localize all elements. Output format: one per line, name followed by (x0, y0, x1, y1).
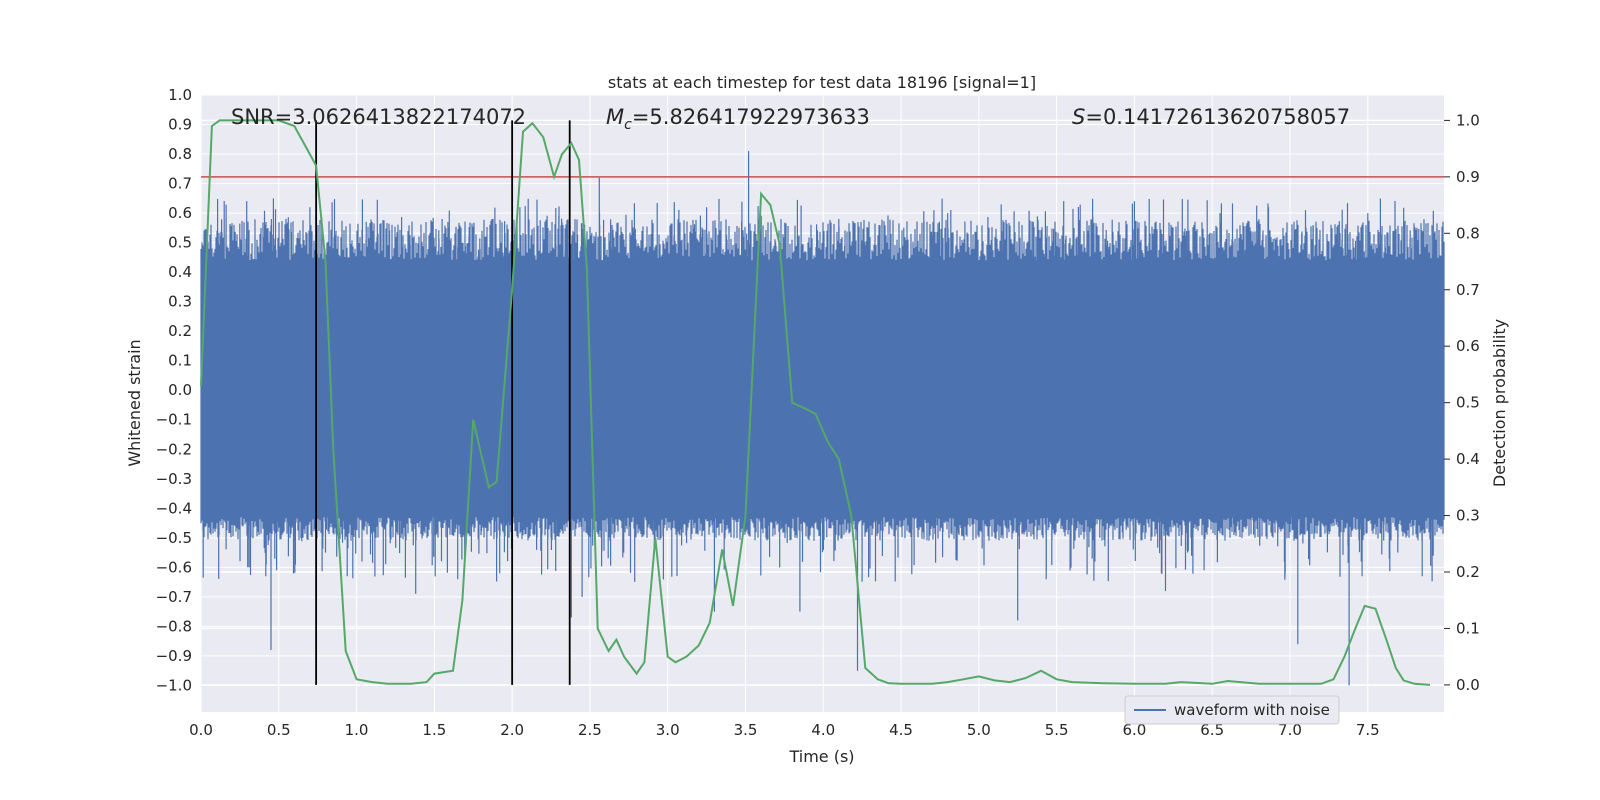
y-right-tick-label: 0.5 (1456, 394, 1480, 412)
y-left-axis-label: Whitened strain (125, 339, 144, 466)
y-left-axis-ticks: 1.0 0.9 0.8 0.7 0.6 0.5 0.4 0.3 0.2 0.1 0.0 −0.1 −0.… (156, 86, 192, 694)
legend-box (1124, 695, 1340, 725)
y-right-tick-label: 0.9 (1456, 168, 1480, 186)
s-value: =0.14172613620758057 (1085, 105, 1350, 129)
probability-series (200, 119, 1431, 686)
y-left-tick-label: −0.9 (156, 647, 192, 665)
x-tick-label: 1.5 (422, 721, 446, 739)
x-tick-label: 0.5 (267, 721, 291, 739)
y-left-tick-label: 0.2 (168, 322, 192, 340)
waveform-line (200, 151, 1445, 686)
x-tick-label: 5.5 (1045, 721, 1069, 739)
y-left-tick-label: −0.1 (156, 411, 192, 429)
y-left-tick-label: 0.9 (168, 116, 192, 134)
y-left-tick-label: 0.5 (168, 234, 192, 252)
y-right-tick-label: 0.0 (1456, 676, 1480, 694)
y-left-tick-label: −1.0 (156, 676, 192, 694)
y-left-tick-label: −0.7 (156, 588, 192, 606)
x-tick-label: 7.0 (1278, 721, 1302, 739)
y-right-tick-label: 0.8 (1456, 224, 1480, 242)
x-tick-label: 6.0 (1122, 721, 1146, 739)
x-axis-label: Time (s) (788, 747, 854, 766)
y-left-tick-label: 0.7 (168, 175, 192, 193)
y-left-tick-label: −0.4 (156, 499, 192, 517)
x-tick-label: 5.0 (967, 721, 991, 739)
y-left-tick-label: 0.1 (168, 352, 192, 370)
chart-title: stats at each timestep for test data 181… (608, 73, 1036, 92)
x-tick-label: 2.5 (578, 721, 602, 739)
y-right-tick-label: 1.0 (1456, 111, 1480, 129)
x-tick-label: 7.5 (1356, 721, 1380, 739)
probability-line (200, 119, 1431, 686)
y-left-tick-label: 0.0 (168, 381, 192, 399)
y-left-tick-label: −0.6 (156, 558, 192, 576)
y-left-tick-label: −0.2 (156, 440, 192, 458)
y-left-tick-label: 0.3 (168, 293, 192, 311)
y-right-tick-label: 0.3 (1456, 507, 1480, 525)
x-tick-label: 6.5 (1200, 721, 1224, 739)
y-left-tick-label: 0.6 (168, 204, 192, 222)
x-tick-label: 3.5 (734, 721, 758, 739)
y-left-tick-label: −0.3 (156, 470, 192, 488)
y-right-tick-label: 0.4 (1456, 450, 1480, 468)
y-left-tick-label: 0.8 (168, 145, 192, 163)
y-right-tick-label: 0.1 (1456, 619, 1480, 637)
x-tick-label: 4.5 (889, 721, 913, 739)
y-right-tick-label: 0.6 (1456, 337, 1480, 355)
legend-label: waveform with noise (1174, 701, 1330, 719)
chirp-mass-value: =5.826417922973633 (632, 105, 870, 129)
x-tick-label: 2.0 (500, 721, 524, 739)
vertical-markers (315, 120, 571, 685)
y-left-tick-label: 1.0 (168, 86, 192, 104)
y-left-tick-label: 0.4 (168, 263, 192, 281)
y-right-tick-label: 0.7 (1456, 281, 1480, 299)
y-right-tick-label: 0.2 (1456, 563, 1480, 581)
x-tick-label: 1.0 (345, 721, 369, 739)
waveform-series (200, 151, 1445, 686)
chirp-mass-annotation: Mc=5.826417922973633 (606, 105, 870, 133)
x-tick-label: 4.0 (811, 721, 835, 739)
s-annotation: S=0.14172613620758057 (1072, 105, 1350, 129)
y-right-axis-ticks: 1.0 0.9 0.8 0.7 0.6 0.5 0.4 0.3 0.2 0.1 0.0 (1444, 111, 1480, 694)
snr-annotation: SNR=3.0626413822174072 (231, 105, 526, 129)
x-tick-label: 3.0 (656, 721, 680, 739)
x-axis-ticks: 0.0 0.5 1.0 1.5 2.0 2.5 3.0 3.5 4.0 4.5 5.0 5.5 6.0 6… (189, 721, 1380, 739)
legend: waveform with noise (1124, 695, 1340, 725)
y-right-axis-label: Detection probability (1490, 319, 1509, 487)
y-left-tick-label: −0.8 (156, 617, 192, 635)
y-left-tick-label: −0.5 (156, 529, 192, 547)
x-tick-label: 0.0 (189, 721, 213, 739)
